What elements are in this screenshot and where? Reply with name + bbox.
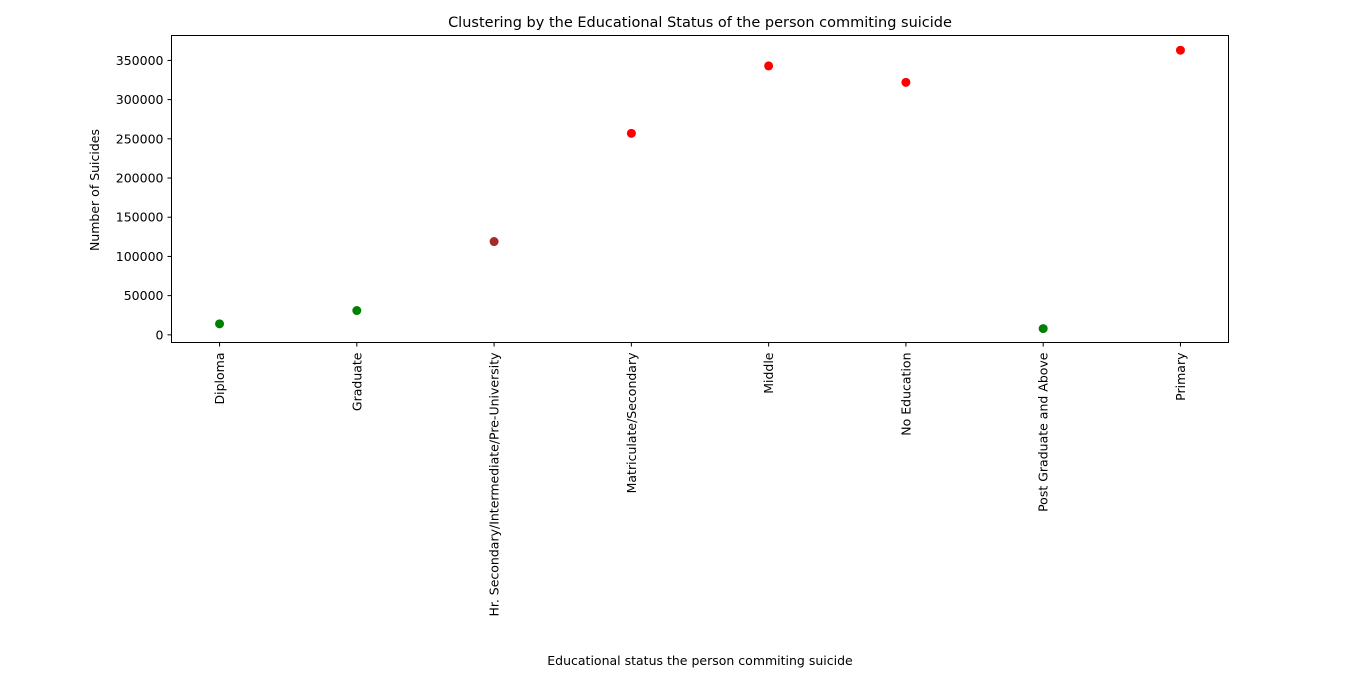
y-tick-label: 200000 bbox=[116, 171, 164, 186]
y-tick-label: 50000 bbox=[124, 288, 164, 303]
y-tick-label: 300000 bbox=[116, 92, 164, 107]
y-tick-label: 350000 bbox=[116, 53, 164, 68]
y-axis-label: Number of Suicides bbox=[87, 129, 102, 251]
data-point bbox=[1038, 324, 1048, 334]
data-point bbox=[764, 61, 774, 71]
data-point bbox=[626, 128, 636, 138]
x-axis: Diploma Graduate Hr. Secondary/Intermediat… bbox=[212, 342, 1188, 617]
data-point bbox=[215, 319, 225, 329]
data-point bbox=[1175, 45, 1185, 55]
x-tick-label: Diploma bbox=[212, 353, 227, 405]
x-tick-label: Primary bbox=[1173, 352, 1188, 401]
x-tick-label: Matriculate/Secondary bbox=[624, 352, 639, 493]
data-point bbox=[352, 306, 362, 316]
y-axis: 0 50000 100000 150000 200000 250000 300000 3500… bbox=[116, 53, 172, 342]
x-tick-label: Post Graduate and Above bbox=[1036, 352, 1051, 512]
y-tick-label: 250000 bbox=[116, 131, 164, 146]
y-tick-label: 0 bbox=[156, 327, 164, 342]
data-point bbox=[901, 77, 911, 87]
plot-frame bbox=[171, 35, 1229, 343]
points-layer bbox=[215, 45, 1185, 334]
x-tick-label: No Education bbox=[898, 353, 913, 436]
data-point bbox=[489, 237, 499, 247]
x-tick-label: Graduate bbox=[349, 352, 364, 411]
x-axis-label: Educational status the person commiting … bbox=[547, 653, 853, 668]
x-tick-label: Hr. Secondary/Intermediate/Pre-Universit… bbox=[487, 352, 502, 617]
chart-title: Clustering by the Educational Status of … bbox=[448, 15, 952, 31]
x-tick-label: Middle bbox=[761, 352, 776, 394]
y-tick-label: 100000 bbox=[116, 249, 164, 264]
y-tick-label: 150000 bbox=[116, 210, 164, 225]
